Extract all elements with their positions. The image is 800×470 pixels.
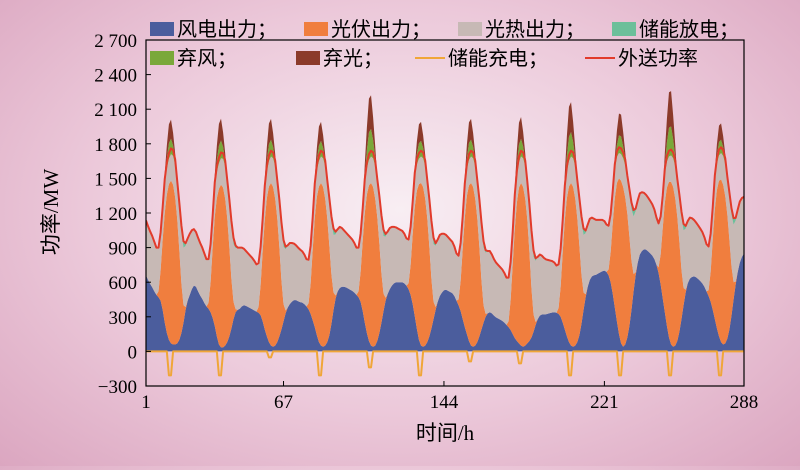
legend-swatch-curtail_wind [150,51,174,65]
y-tick-label: 2 100 [94,100,137,121]
y-tick-label: 900 [109,239,138,260]
x-tick-label: 221 [590,392,619,413]
axes: −300 0 300 600 900 1 200 1 500 1 800 2 100 2 400 2… [94,31,758,413]
y-tick-label: 2 700 [94,31,137,52]
legend-swatch-pv [304,22,328,36]
y-tick-label: 600 [109,273,138,294]
y-tick-label: 1 500 [94,169,137,190]
y-tick-label: 1 200 [94,204,137,225]
plot-area [146,91,744,377]
legend-label-curtail_wind: 弃风； [177,46,237,70]
legend: 风电出力； 光伏出力； 光热出力； 储能放电； 弃风； 弃光； 储能充电； 外送功率 [150,17,739,70]
y-tick-label: 2 400 [94,66,137,87]
y-axis-label: 功率/MW [39,169,63,256]
y-tick-label: 1 800 [94,135,137,156]
legend-swatch-csp [458,22,482,36]
legend-label-pv: 光伏出力； [331,17,431,41]
series-charge-line [146,350,744,377]
x-axis-label: 时间/h [416,421,475,445]
x-tick-label: 1 [141,392,151,413]
series-export-line [146,146,744,279]
y-tick-label: 300 [109,308,138,329]
series-csp-area [146,153,744,325]
legend-label-curtail_pv: 弃光； [323,46,383,70]
legend-swatch-wind [150,22,174,36]
series-wind-area [146,249,744,352]
legend-label-discharge: 储能放电； [639,17,739,41]
y-tick-label: −300 [98,377,137,398]
legend-label-charge: 储能充电； [448,46,548,70]
series-pv-area [146,178,744,348]
x-tick-label: 144 [430,392,459,413]
x-tick-label: 67 [274,392,293,413]
y-tick-label: 0 [128,342,138,363]
legend-label-csp: 光热出力； [485,17,585,41]
legend-swatch-curtail_pv [296,51,320,65]
legend-label-wind: 风电出力； [177,17,277,41]
legend-label-export: 外送功率 [618,46,698,70]
x-tick-label: 288 [730,392,759,413]
legend-swatch-discharge [612,22,636,36]
